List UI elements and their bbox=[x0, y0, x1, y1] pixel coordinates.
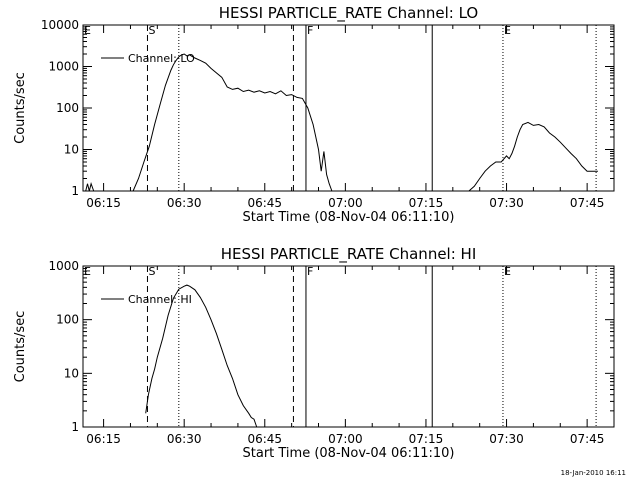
x-tick-label: 07:00 bbox=[328, 432, 363, 446]
x-tick-label: 06:45 bbox=[247, 196, 282, 210]
time-marker-label: F bbox=[307, 265, 313, 278]
y-tick-label: 1 bbox=[71, 420, 79, 434]
y-axis-label: Counts/sec bbox=[13, 311, 28, 383]
series-line bbox=[132, 53, 333, 192]
x-tick-label: 07:30 bbox=[489, 196, 524, 210]
y-tick-label: 1000 bbox=[48, 60, 79, 74]
x-tick-label: 06:30 bbox=[167, 432, 202, 446]
x-tick-label: 07:15 bbox=[409, 432, 444, 446]
x-tick-label: 06:30 bbox=[167, 196, 202, 210]
time-marker-label: E bbox=[504, 265, 511, 278]
time-marker-label: S bbox=[148, 24, 155, 37]
plot-timestamp: 18-Jan-2010 16:11 bbox=[560, 469, 626, 477]
x-tick-label: 06:45 bbox=[247, 432, 282, 446]
time-marker-label: E bbox=[504, 24, 511, 37]
legend-entry: Channel: HI bbox=[128, 293, 192, 306]
y-tick-label: 100 bbox=[56, 313, 79, 327]
corner-label: E bbox=[84, 265, 91, 278]
x-tick-label: 06:15 bbox=[86, 432, 121, 446]
x-axis-label: Start Time (08-Nov-04 06:11:10) bbox=[243, 446, 455, 461]
chart-title: HESSI PARTICLE_RATE Channel: HI bbox=[221, 245, 477, 264]
y-tick-label: 10 bbox=[64, 143, 79, 157]
x-tick-label: 07:45 bbox=[570, 196, 605, 210]
chart-title: HESSI PARTICLE_RATE Channel: LO bbox=[219, 4, 478, 23]
x-tick-label: 07:00 bbox=[328, 196, 363, 210]
x-tick-label: 06:15 bbox=[86, 196, 121, 210]
series-line bbox=[85, 181, 95, 192]
y-tick-label: 1000 bbox=[48, 259, 79, 273]
y-tick-label: 1 bbox=[71, 184, 79, 198]
x-tick-label: 07:30 bbox=[489, 432, 524, 446]
series-line bbox=[145, 284, 258, 428]
y-tick-label: 10000 bbox=[41, 18, 79, 32]
series-line bbox=[468, 121, 598, 192]
x-tick-label: 07:15 bbox=[409, 196, 444, 210]
x-axis-label: Start Time (08-Nov-04 06:11:10) bbox=[243, 210, 455, 225]
time-marker-label: F bbox=[307, 24, 313, 37]
corner-label: E bbox=[84, 24, 91, 37]
x-tick-label: 07:45 bbox=[570, 432, 605, 446]
time-marker-label: S bbox=[148, 265, 155, 278]
legend-entry: Channel: LO bbox=[128, 52, 195, 65]
y-axis-label: Counts/sec bbox=[13, 72, 28, 144]
y-tick-label: 10 bbox=[64, 366, 79, 380]
plot-frame bbox=[82, 24, 615, 192]
y-tick-label: 100 bbox=[56, 101, 79, 115]
plot-frame bbox=[82, 265, 615, 428]
